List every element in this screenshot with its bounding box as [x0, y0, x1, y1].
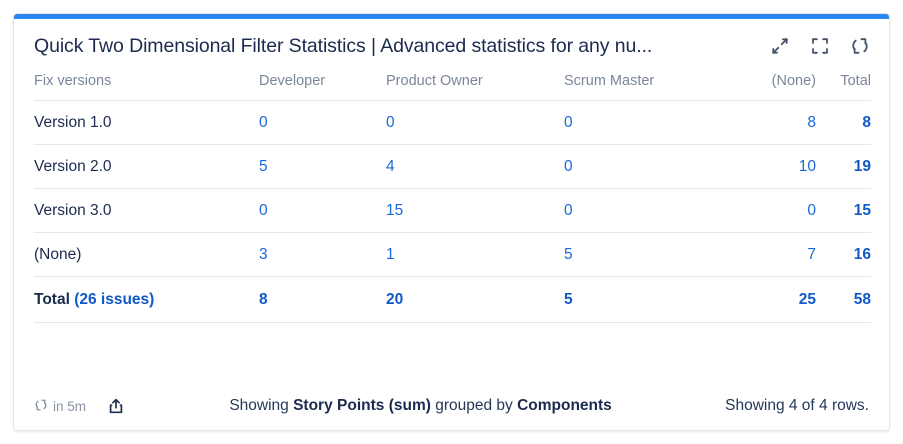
cell-none[interactable]: 8	[724, 100, 816, 145]
cell-product-owner[interactable]: 0	[386, 100, 564, 145]
column-header-none[interactable]: (None)	[724, 69, 816, 101]
footer-summary: Showing Story Points (sum) grouped by Co…	[128, 397, 699, 415]
table-row: Version 3.0 0 15 0 0 15	[34, 188, 871, 233]
cell-developer[interactable]: 0	[259, 188, 386, 233]
cell-total[interactable]: 16	[816, 232, 871, 277]
cell-total[interactable]: 19	[816, 144, 871, 189]
totals-issues-link[interactable]: (26 issues)	[74, 291, 155, 308]
row-label: Version 2.0	[34, 144, 259, 189]
totals-product-owner[interactable]: 20	[386, 276, 564, 323]
footer-refresh-control[interactable]: in 5m	[34, 398, 86, 415]
cell-developer[interactable]: 5	[259, 144, 386, 189]
cell-developer[interactable]: 3	[259, 232, 386, 277]
cell-scrum-master[interactable]: 5	[564, 232, 724, 277]
statistics-table: Fix versions Developer Product Owner Scr…	[34, 69, 871, 323]
collapse-icon[interactable]	[769, 35, 791, 57]
accent-bar	[14, 14, 889, 19]
totals-label-cell: Total (26 issues)	[34, 276, 259, 323]
column-header-product-owner[interactable]: Product Owner	[386, 69, 564, 101]
fullscreen-icon[interactable]	[809, 35, 831, 57]
summary-grouped-by: grouped by	[430, 397, 518, 414]
two-dimensional-filter-statistics-gadget: Quick Two Dimensional Filter Statistics …	[13, 13, 890, 431]
column-header-scrum-master[interactable]: Scrum Master	[564, 69, 724, 101]
row-label: Version 3.0	[34, 188, 259, 233]
row-label: Version 1.0	[34, 100, 259, 145]
gadget-header: Quick Two Dimensional Filter Statistics …	[14, 19, 889, 69]
header-actions	[755, 35, 871, 57]
column-header-total[interactable]: Total	[816, 69, 871, 101]
cell-none[interactable]: 0	[724, 188, 816, 233]
cell-none[interactable]: 7	[724, 232, 816, 277]
table-row: Version 2.0 5 4 0 10 19	[34, 144, 871, 189]
table-header: Fix versions Developer Product Owner Scr…	[34, 69, 871, 101]
table-row: (None) 3 1 5 7 16	[34, 232, 871, 277]
refresh-interval-label: in 5m	[53, 398, 87, 414]
table-totals-row: Total (26 issues) 8 20 5 25 58	[34, 276, 871, 323]
table-header-row: Fix versions Developer Product Owner Scr…	[34, 69, 871, 101]
summary-grouping: Components	[517, 397, 612, 414]
footer-left: in 5m	[34, 394, 128, 418]
cell-total[interactable]: 15	[816, 188, 871, 233]
share-icon[interactable]	[104, 394, 128, 418]
summary-measure: Story Points (sum)	[293, 397, 431, 414]
totals-none[interactable]: 25	[724, 276, 816, 323]
cell-product-owner[interactable]: 1	[386, 232, 564, 277]
cell-none[interactable]: 10	[724, 144, 816, 189]
totals-scrum-master[interactable]: 5	[564, 276, 724, 323]
cell-scrum-master[interactable]: 0	[564, 144, 724, 189]
summary-prefix: Showing	[229, 397, 294, 414]
row-label: (None)	[34, 232, 259, 277]
column-header-developer[interactable]: Developer	[259, 69, 386, 101]
refresh-small-icon	[34, 398, 48, 415]
totals-grand-total[interactable]: 58	[816, 276, 871, 323]
cell-total[interactable]: 8	[816, 100, 871, 145]
table-row: Version 1.0 0 0 0 8 8	[34, 100, 871, 145]
cell-scrum-master[interactable]: 0	[564, 100, 724, 145]
gadget-title: Quick Two Dimensional Filter Statistics …	[34, 35, 653, 57]
cell-product-owner[interactable]: 15	[386, 188, 564, 233]
footer-rows-info: Showing 4 of 4 rows.	[725, 397, 869, 414]
cell-developer[interactable]: 0	[259, 100, 386, 145]
totals-label: Total	[34, 291, 70, 308]
cell-product-owner[interactable]: 4	[386, 144, 564, 189]
column-header-fix-versions[interactable]: Fix versions	[34, 69, 259, 101]
table-body: Version 1.0 0 0 0 8 8 Version 2.0 5 4 0 …	[34, 100, 871, 323]
totals-developer[interactable]: 8	[259, 276, 386, 323]
gadget-footer: in 5m Showing Story Points (sum) grouped…	[14, 384, 889, 430]
refresh-icon[interactable]	[849, 35, 871, 57]
cell-scrum-master[interactable]: 0	[564, 188, 724, 233]
statistics-table-container: Fix versions Developer Product Owner Scr…	[14, 69, 889, 384]
